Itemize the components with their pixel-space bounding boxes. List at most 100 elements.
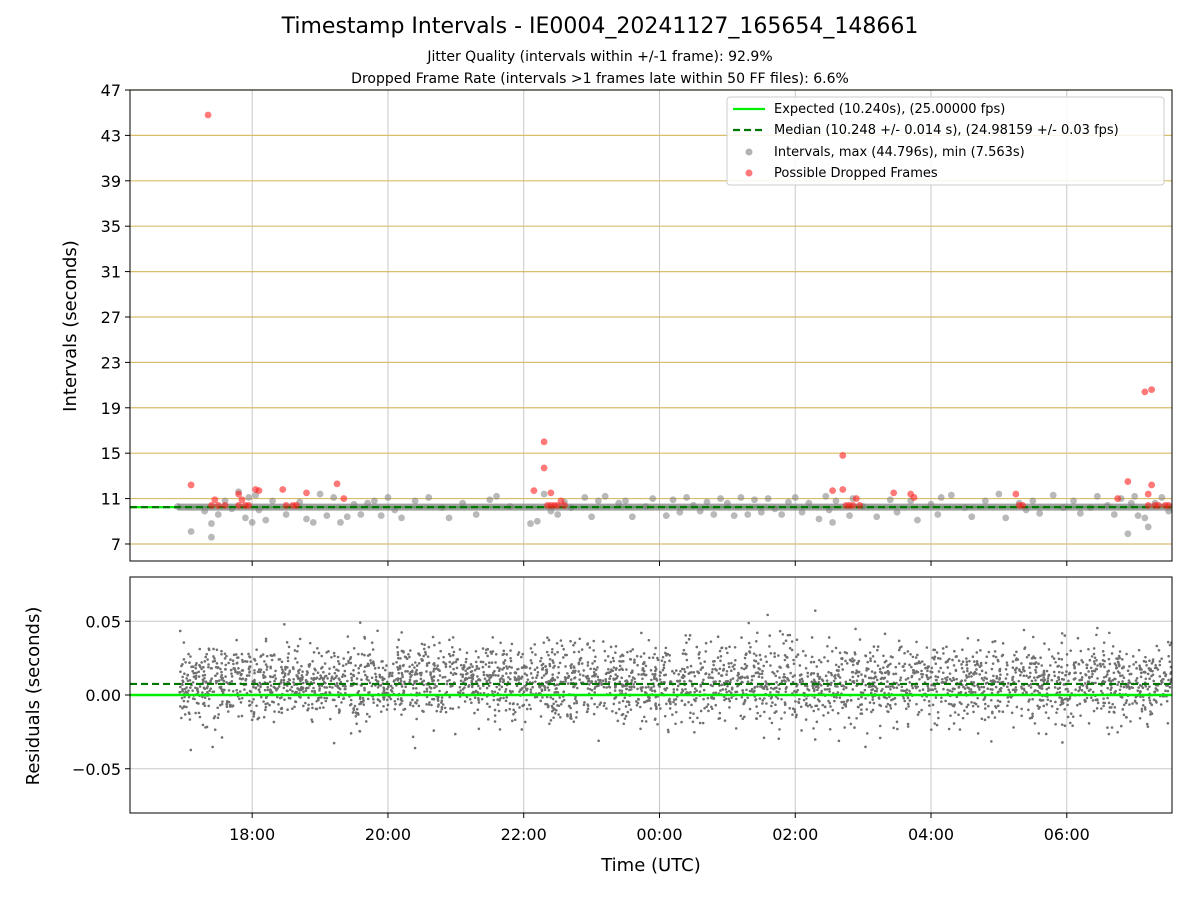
residual-point-3391 xyxy=(223,657,227,660)
residual-point-2514 xyxy=(402,689,405,692)
residual-point-771 xyxy=(761,702,764,705)
residual-point-1536 xyxy=(844,705,848,708)
residual-point-1996 xyxy=(241,669,245,672)
legend-intervals-swatch xyxy=(745,148,753,156)
interval-point-115 xyxy=(1124,530,1132,538)
residual-point-198 xyxy=(1096,626,1099,630)
residual-point-2481 xyxy=(827,636,831,639)
residual-point-1698 xyxy=(1159,682,1163,686)
residual-point-1413 xyxy=(1147,696,1151,700)
residual-point-876 xyxy=(210,666,214,670)
residual-point-2954 xyxy=(342,657,345,660)
residual-point-552 xyxy=(510,642,514,646)
residual-point-1099 xyxy=(998,688,1002,691)
residual-point-548 xyxy=(618,680,622,684)
residual-point-2545 xyxy=(250,701,254,704)
residual-point-2403 xyxy=(535,666,539,669)
residual-point-2736 xyxy=(1108,631,1111,635)
interval-point-81 xyxy=(822,492,830,500)
residual-point-1503 xyxy=(750,675,754,678)
interval-point-57 xyxy=(649,495,657,502)
residual-point-2249 xyxy=(349,732,353,735)
residual-point-1574 xyxy=(307,696,310,700)
residual-point-2842 xyxy=(863,674,867,678)
residual-point-813 xyxy=(517,675,520,678)
residual-point-1277 xyxy=(950,703,953,706)
residual-point-2553 xyxy=(1011,675,1015,679)
residual-point-2782 xyxy=(411,735,415,739)
residual-point-1202 xyxy=(734,697,738,701)
residual-point-2460 xyxy=(697,656,701,660)
residual-point-2190 xyxy=(665,686,669,690)
residual-point-1866 xyxy=(264,663,268,666)
interval-point-119 xyxy=(1141,514,1149,522)
residual-point-2287 xyxy=(188,718,192,721)
residual-point-2512 xyxy=(444,665,448,669)
residual-point-969 xyxy=(654,646,657,650)
residual-point-678 xyxy=(906,650,910,653)
top-ytick-label-0: 7 xyxy=(111,535,121,554)
residual-point-151 xyxy=(185,686,188,689)
residual-point-2314 xyxy=(980,677,984,680)
residual-point-2519 xyxy=(701,721,705,725)
residual-point-2267 xyxy=(329,679,333,683)
residual-point-2690 xyxy=(551,676,555,680)
residual-point-2902 xyxy=(1139,671,1143,675)
residual-point-3097 xyxy=(740,636,743,639)
residual-point-3574 xyxy=(583,701,586,704)
residual-point-3565 xyxy=(690,703,693,707)
residual-point-1764 xyxy=(970,680,973,684)
residual-point-1609 xyxy=(746,696,750,700)
residual-point-3251 xyxy=(991,688,994,691)
residual-point-3207 xyxy=(1006,685,1009,689)
residual-point-1796 xyxy=(763,684,767,688)
residual-point-682 xyxy=(1033,676,1036,679)
residual-point-1556 xyxy=(572,650,576,654)
residual-point-3562 xyxy=(281,670,285,673)
residual-point-3533 xyxy=(966,667,969,670)
residual-point-3214 xyxy=(293,649,297,652)
residual-point-1967 xyxy=(337,677,341,680)
dropped-frame-point-48 xyxy=(1144,490,1152,498)
residual-point-1233 xyxy=(628,674,631,678)
residual-point-3259 xyxy=(723,719,727,722)
residual-point-881 xyxy=(652,685,656,688)
residual-point-3012 xyxy=(659,707,662,710)
residual-point-2404 xyxy=(871,688,875,691)
interval-point-58 xyxy=(662,512,670,520)
residual-point-1163 xyxy=(758,653,762,657)
residual-point-2857 xyxy=(286,708,289,711)
residual-point-880 xyxy=(1087,722,1091,725)
residual-point-16 xyxy=(763,697,766,700)
residual-point-3037 xyxy=(466,667,469,671)
residual-point-98 xyxy=(411,698,414,702)
residual-point-1721 xyxy=(220,661,224,665)
residual-point-2976 xyxy=(531,685,534,689)
residual-point-483 xyxy=(982,685,986,689)
residual-point-2321 xyxy=(794,715,798,719)
residual-point-2435 xyxy=(364,673,367,677)
residual-point-2293 xyxy=(934,675,937,678)
residual-point-2940 xyxy=(444,710,448,714)
residual-point-3304 xyxy=(574,669,577,673)
residual-point-1110 xyxy=(1131,655,1135,658)
residual-point-3269 xyxy=(830,650,834,653)
residual-point-2556 xyxy=(812,709,816,713)
residual-point-2929 xyxy=(1027,700,1030,703)
interval-point-9 xyxy=(245,494,253,501)
residual-point-611 xyxy=(736,679,739,682)
residual-point-3112 xyxy=(774,674,778,678)
residual-point-2100 xyxy=(548,722,551,726)
residual-point-2796 xyxy=(642,652,646,655)
residual-point-1752 xyxy=(1007,700,1010,704)
residual-point-1918 xyxy=(744,653,748,657)
residual-point-1955 xyxy=(513,678,517,681)
residual-point-2932 xyxy=(691,684,694,688)
residual-point-3305 xyxy=(529,688,533,691)
residual-point-2416 xyxy=(382,686,385,689)
residual-point-2515 xyxy=(504,709,508,712)
residual-point-773 xyxy=(965,657,968,660)
residual-point-3369 xyxy=(280,678,283,682)
residual-point-3397 xyxy=(609,670,612,674)
